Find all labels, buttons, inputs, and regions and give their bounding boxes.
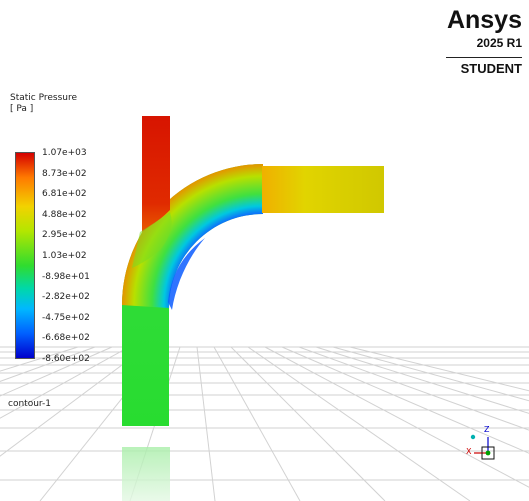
- brand-divider: [446, 57, 522, 58]
- legend-label: 8.73e+02: [42, 168, 87, 179]
- brand-edition: STUDENT: [460, 61, 522, 76]
- legend-label: 4.88e+02: [42, 209, 87, 220]
- legend-label: 1.07e+03: [42, 148, 87, 158]
- junction-blend: [132, 212, 172, 268]
- triad-x-label: X: [466, 447, 472, 456]
- triad-z-label: Z: [484, 425, 490, 434]
- legend-title: Static Pressure [ Pa ]: [10, 93, 77, 115]
- pressure-contour-geometry[interactable]: [122, 116, 384, 426]
- legend-title-quantity: Static Pressure: [10, 93, 78, 103]
- legend-label: -8.60e+02: [42, 354, 90, 364]
- legend-title-unit: [ Pa ]: [10, 104, 34, 114]
- view-sphere-icon: [470, 434, 476, 440]
- legend-label: -6.68e+02: [42, 333, 90, 344]
- triad-box: [481, 446, 495, 460]
- outlet-pipe: [262, 166, 384, 213]
- contour-name: contour-1: [8, 399, 51, 409]
- legend-label: -8.98e+01: [42, 271, 90, 282]
- legend-label: 1.03e+02: [42, 251, 87, 261]
- ansys-logo: Ansys 2025 R1 STUDENT: [432, 6, 522, 76]
- y-axis-dot: [485, 450, 491, 456]
- floor-grid: [0, 346, 529, 501]
- brand-version: 2025 R1: [476, 36, 522, 50]
- brand-name: Ansys: [446, 6, 522, 34]
- inlet-pipe: [142, 116, 170, 232]
- low-pressure-zone: [168, 238, 205, 310]
- legend-label: -4.75e+02: [42, 312, 90, 323]
- legend-label: -2.82e+02: [42, 292, 90, 303]
- elbow-bend: [122, 164, 263, 308]
- pipe-reflection: [122, 447, 170, 501]
- legend-label: 6.81e+02: [42, 189, 87, 200]
- legend-label: 2.95e+02: [42, 230, 87, 241]
- axis-triad[interactable]: [470, 434, 495, 460]
- color-legend-bar[interactable]: [15, 152, 35, 359]
